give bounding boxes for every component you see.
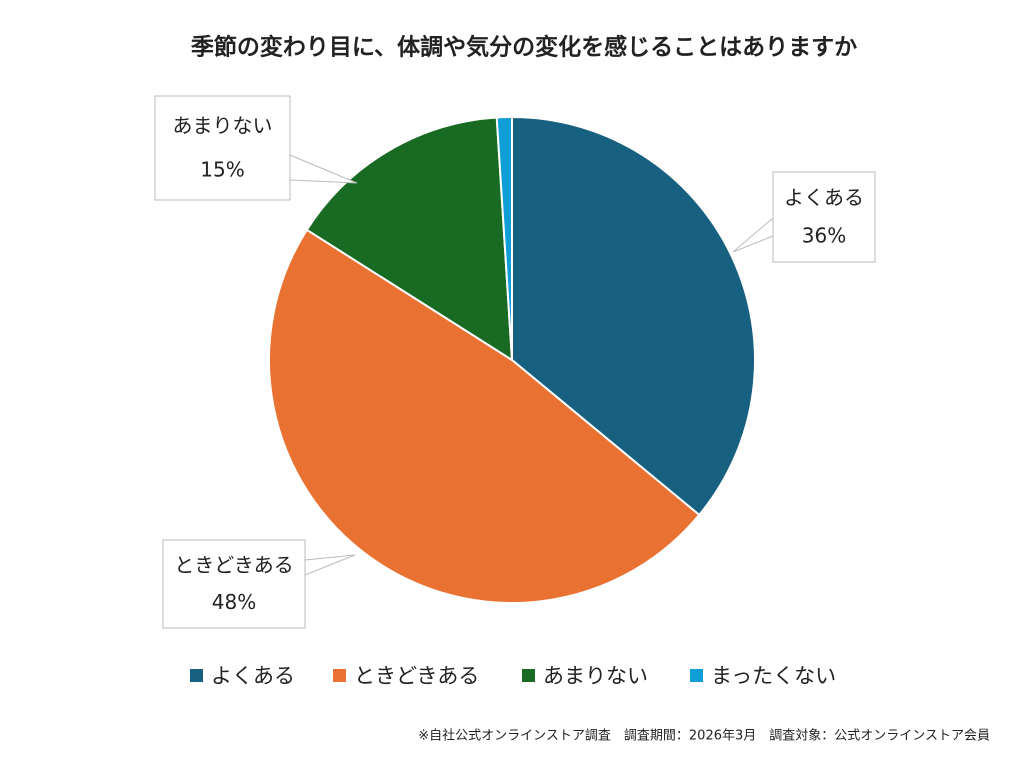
callout-box bbox=[162, 539, 306, 629]
callout-category: よくある bbox=[784, 186, 864, 210]
callout-category: あまりない bbox=[173, 114, 273, 138]
legend-swatch bbox=[690, 669, 703, 682]
callout-pointer bbox=[304, 554, 356, 576]
pie-slice bbox=[268, 228, 701, 604]
legend-swatch bbox=[522, 669, 535, 682]
data-label: 15% bbox=[200, 157, 244, 181]
legend-label: あまりない bbox=[543, 664, 648, 688]
legend-label: ときどきある bbox=[354, 664, 479, 688]
callout-pointer bbox=[289, 154, 358, 184]
legend-swatch bbox=[190, 669, 203, 682]
legend-swatch bbox=[333, 669, 346, 682]
chart-title: 季節の変わり目に、体調や気分の変化を感じることはありますか bbox=[191, 34, 857, 61]
callout-category: ときどきある bbox=[174, 553, 293, 577]
callout-box bbox=[154, 95, 291, 201]
callout-pointer bbox=[732, 216, 774, 253]
pie-slice bbox=[495, 115, 513, 361]
pie-slice bbox=[305, 116, 514, 362]
pie-slice bbox=[511, 115, 756, 517]
callout-box bbox=[772, 171, 876, 263]
data-label: 36% bbox=[802, 223, 846, 247]
data-label: 48% bbox=[212, 590, 256, 614]
legend-label: まったくない bbox=[711, 664, 836, 688]
footnote: ※自社公式オンラインストア調査 調査期間：2026年3月 調査対象：公式オンライ… bbox=[418, 728, 990, 744]
legend-label: よくある bbox=[211, 664, 295, 688]
